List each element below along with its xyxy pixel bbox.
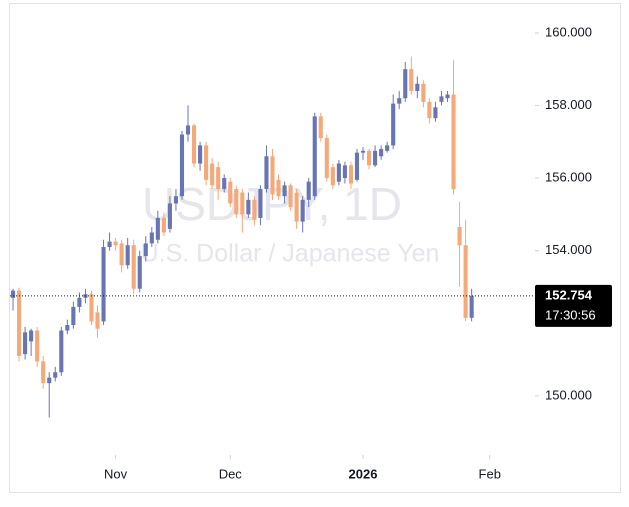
candle-body [288, 185, 293, 208]
chart-frame [9, 3, 621, 493]
candle-body [216, 167, 221, 189]
candles [10, 56, 474, 418]
candle-body [354, 152, 360, 180]
candle-body [433, 107, 438, 119]
candle-body [47, 377, 52, 384]
watermark-description: U.S. Dollar / Japanese Yen [141, 240, 440, 268]
x-tick-label: Nov [104, 466, 128, 481]
candle-body [222, 178, 227, 189]
candle-body [192, 125, 197, 164]
candle-body [137, 256, 142, 289]
candle-body [276, 179, 281, 197]
candle-body [53, 372, 58, 378]
candle-body [300, 199, 305, 222]
candle-body [415, 83, 420, 91]
x-tick-label: 2026 [349, 466, 378, 481]
candle-body [71, 306, 76, 326]
candle-body [179, 134, 185, 197]
candle-body [360, 150, 366, 153]
y-tick-label: 158.000 [545, 97, 592, 112]
candle-body [469, 295, 474, 318]
candle-body [427, 101, 432, 119]
price-label: 152.754 17:30:56 [10, 284, 612, 327]
candle-body [35, 330, 40, 362]
candle-body [173, 196, 178, 204]
y-tick-label: 160.000 [545, 24, 592, 39]
candle-body [457, 227, 462, 246]
candle-body [306, 181, 311, 200]
candle-body [113, 241, 118, 246]
candle-body [246, 199, 251, 215]
candle-body [336, 163, 341, 182]
candle-body [342, 165, 347, 179]
candle-body [107, 241, 112, 248]
candle-body [445, 94, 450, 99]
candle-body [149, 232, 154, 244]
candle-body [324, 138, 329, 179]
candle-body [198, 145, 203, 164]
candle-body [23, 332, 28, 355]
candle-body [65, 325, 70, 331]
candle-body [119, 243, 124, 266]
candle-body [294, 192, 299, 222]
candle-body [240, 192, 245, 215]
candle-body [95, 312, 100, 329]
candle-body [167, 203, 172, 229]
candle-body [89, 294, 94, 322]
candle-body [318, 116, 323, 139]
candle-body [385, 145, 390, 151]
candle-body [391, 103, 396, 146]
candle-body [409, 69, 414, 91]
candle-body [29, 330, 34, 342]
candle-body [463, 245, 468, 318]
candle-body [204, 145, 209, 180]
candle-body [348, 165, 353, 184]
candle-body [264, 156, 269, 189]
y-tick-label: 150.000 [545, 387, 592, 402]
candle-body [155, 217, 160, 240]
x-tick-label: Dec [219, 466, 243, 481]
candle-body [270, 156, 275, 195]
candle-body [367, 150, 372, 166]
candle-body [439, 96, 444, 102]
candle-body [312, 116, 317, 197]
candle-body [282, 185, 287, 197]
candle-body [17, 290, 22, 356]
y-tick-label: 154.000 [545, 242, 592, 257]
candle-body [59, 330, 64, 373]
candle-body [101, 247, 106, 322]
countdown-label: 17:30:56 [545, 307, 596, 322]
candle-body [185, 125, 191, 135]
candle-body [421, 83, 426, 102]
candle-body [77, 297, 82, 307]
candle-body [258, 188, 263, 218]
last-price-label: 152.754 [545, 287, 593, 302]
candle-body [131, 245, 136, 289]
candle-body [373, 150, 378, 166]
candle-body [10, 290, 16, 298]
candle-body [379, 149, 384, 157]
candle-body [403, 69, 408, 99]
x-tick-label: Feb [479, 466, 501, 481]
candle-body [125, 245, 130, 266]
candle-body [143, 243, 148, 257]
candle-body [330, 167, 335, 186]
candle-body [228, 181, 233, 204]
candle-body [234, 188, 239, 215]
candle-body [451, 94, 456, 189]
candle-body [397, 98, 402, 104]
candle-body [252, 199, 257, 220]
candle-body [210, 163, 215, 186]
last-price-box [535, 284, 612, 327]
y-tick-label: 156.000 [545, 169, 592, 184]
candle-body [41, 361, 46, 384]
candle-body [161, 217, 166, 233]
